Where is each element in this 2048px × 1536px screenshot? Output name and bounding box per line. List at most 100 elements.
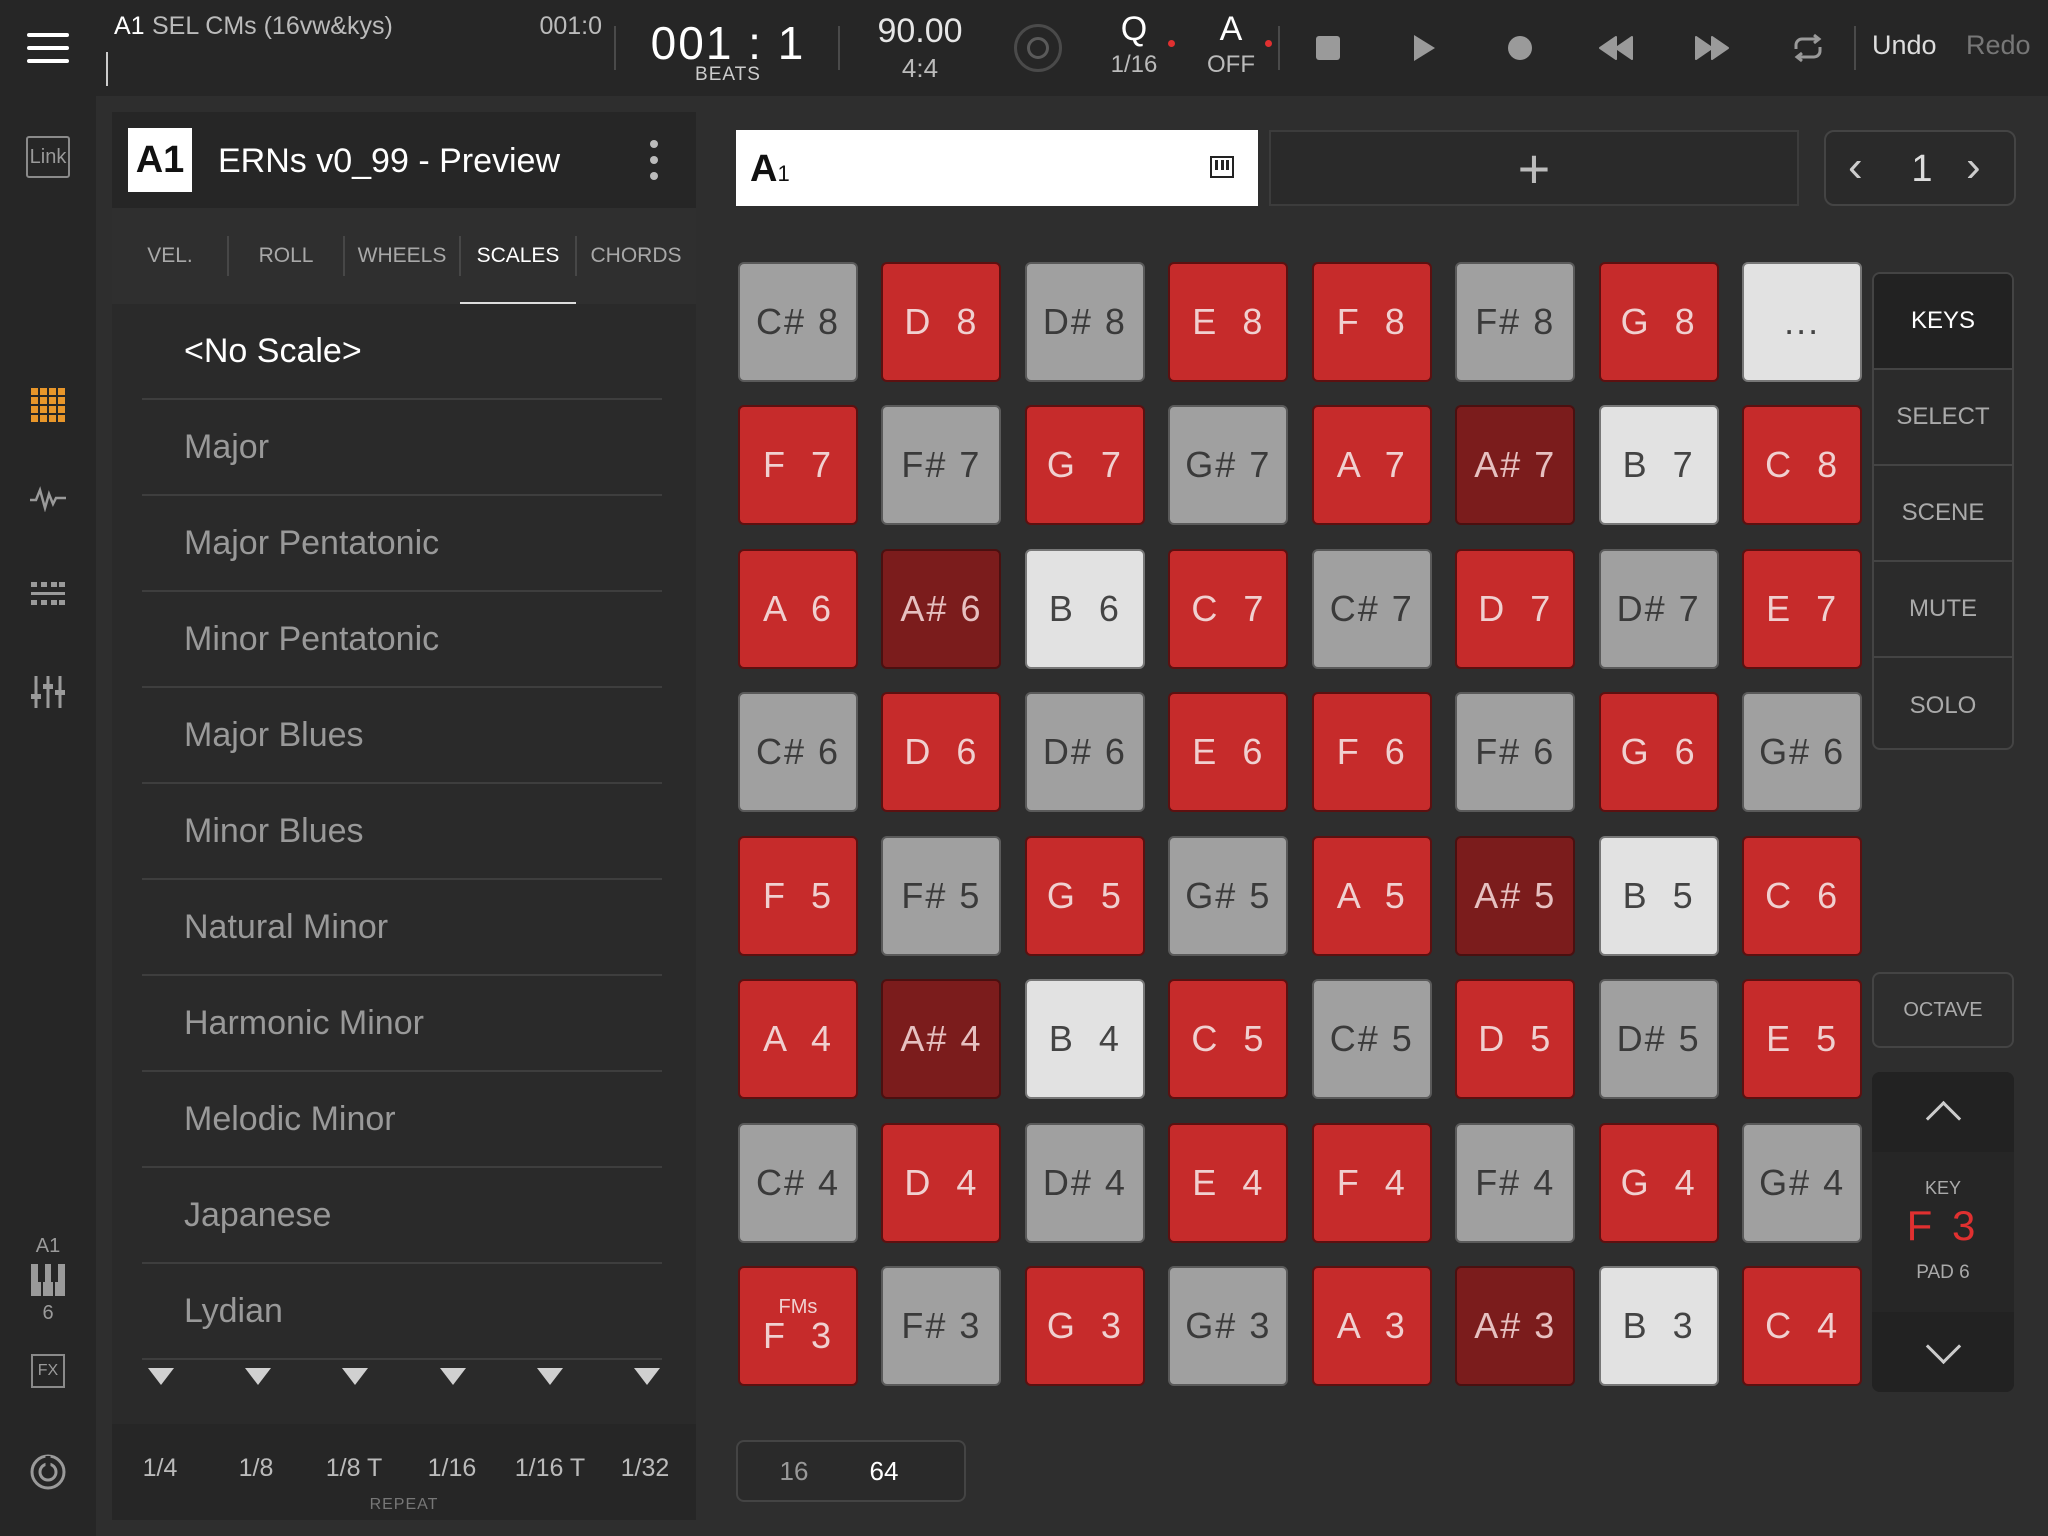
scale-item[interactable]: Minor Blues: [142, 784, 662, 880]
tab-roll[interactable]: ROLL: [258, 244, 314, 267]
pad[interactable]: C# 6: [738, 692, 858, 813]
repeat-1-8t[interactable]: 1/8 T: [325, 1454, 383, 1482]
pad[interactable]: C# 4: [738, 1122, 858, 1243]
pad[interactable]: B 3: [1598, 1266, 1719, 1387]
pad[interactable]: F 6: [1311, 692, 1432, 813]
fx-icon[interactable]: FX: [0, 1352, 96, 1390]
mode-select[interactable]: SELECT: [1874, 370, 2012, 466]
settings-icon[interactable]: [0, 1452, 96, 1492]
scale-item[interactable]: Major Pentatonic: [142, 496, 662, 592]
pad[interactable]: C 5: [1168, 979, 1289, 1100]
pad[interactable]: E 5: [1742, 979, 1863, 1100]
mode-solo[interactable]: SOLO: [1909, 692, 1977, 719]
octave-button[interactable]: OCTAVE: [1872, 972, 2014, 1048]
mode-mute[interactable]: MUTE: [1874, 562, 2012, 658]
page-16[interactable]: 16: [779, 1456, 809, 1486]
pad[interactable]: A 5: [1311, 835, 1432, 956]
pad[interactable]: A# 7: [1455, 405, 1576, 526]
stop-icon[interactable]: [1300, 24, 1356, 72]
track-info[interactable]: A1 SEL CMs (16vw&kys) 001:0: [106, 10, 602, 86]
repeat-1-4[interactable]: 1/4: [142, 1454, 178, 1482]
automation-button[interactable]: A OFF: [1196, 10, 1272, 79]
pad[interactable]: D 8: [881, 262, 1002, 382]
add-clip-button[interactable]: +: [1269, 130, 1799, 206]
pad[interactable]: ...: [1742, 262, 1863, 382]
pad[interactable]: A# 4: [881, 979, 1002, 1100]
pad[interactable]: G# 7: [1168, 405, 1289, 526]
tab-velocity[interactable]: VEL.: [147, 244, 193, 267]
tab-scales[interactable]: SCALES: [460, 208, 576, 304]
scale-item[interactable]: Major: [142, 400, 662, 496]
pad[interactable]: F 4: [1311, 1122, 1432, 1243]
fast-forward-icon[interactable]: [1684, 24, 1740, 72]
pad[interactable]: F# 8: [1455, 262, 1576, 382]
pad[interactable]: C 6: [1742, 835, 1863, 956]
pad[interactable]: F# 7: [881, 405, 1002, 526]
scale-item[interactable]: Japanese: [142, 1168, 662, 1264]
pad[interactable]: A 7: [1311, 405, 1432, 526]
pad[interactable]: G# 6: [1742, 692, 1863, 813]
pad[interactable]: D# 7: [1598, 548, 1719, 669]
pad[interactable]: D# 6: [1024, 692, 1145, 813]
pad[interactable]: A# 5: [1455, 835, 1576, 956]
tab-chords[interactable]: CHORDS: [590, 244, 682, 267]
chevron-left-icon[interactable]: ‹: [1848, 142, 1863, 191]
pad[interactable]: A# 6: [881, 548, 1002, 669]
play-icon[interactable]: [1396, 24, 1452, 72]
pad[interactable]: B 5: [1598, 835, 1719, 956]
pad[interactable]: D 5: [1455, 979, 1576, 1100]
pad[interactable]: C 8: [1742, 405, 1863, 526]
pad[interactable]: G 8: [1598, 262, 1719, 382]
rewind-icon[interactable]: [1588, 24, 1644, 72]
mode-keys[interactable]: KEYS: [1874, 274, 2012, 370]
scale-item[interactable]: Major Blues: [142, 688, 662, 784]
octave-up-button[interactable]: [1872, 1072, 2014, 1152]
scale-item[interactable]: Harmonic Minor: [142, 976, 662, 1072]
kebab-menu-icon[interactable]: [650, 140, 658, 180]
pad[interactable]: B 6: [1024, 548, 1145, 669]
scale-item[interactable]: Minor Pentatonic: [142, 592, 662, 688]
undo-button[interactable]: Undo: [1872, 30, 1937, 60]
pad[interactable]: D 4: [881, 1122, 1002, 1243]
preset-title[interactable]: ERNs v0_99 - Preview: [218, 142, 561, 180]
pad[interactable]: F# 3: [881, 1266, 1002, 1387]
tempo-display[interactable]: 90.00 4:4: [860, 12, 980, 84]
repeat-1-16[interactable]: 1/16: [427, 1454, 477, 1482]
pad[interactable]: G 5: [1024, 835, 1145, 956]
pad[interactable]: E 6: [1168, 692, 1289, 813]
scale-item[interactable]: <No Scale>: [142, 304, 662, 400]
pad[interactable]: G 7: [1024, 405, 1145, 526]
down-arrow-icon[interactable]: [148, 1368, 174, 1385]
tab-wheels[interactable]: WHEELS: [357, 244, 447, 267]
pad[interactable]: E 4: [1168, 1122, 1289, 1243]
pad[interactable]: G 6: [1598, 692, 1719, 813]
waveform-icon[interactable]: [0, 484, 96, 514]
repeat-1-32[interactable]: 1/32: [620, 1454, 670, 1482]
record-icon[interactable]: [1492, 24, 1548, 72]
pad[interactable]: F# 5: [881, 835, 1002, 956]
pad[interactable]: A 4: [738, 979, 858, 1100]
pad[interactable]: G# 4: [1742, 1122, 1863, 1243]
pad[interactable]: B 7: [1598, 405, 1719, 526]
redo-button[interactable]: Redo: [1966, 30, 2031, 60]
down-arrow-icon[interactable]: [245, 1368, 272, 1385]
scale-item[interactable]: Melodic Minor: [142, 1072, 662, 1168]
pad[interactable]: A 3: [1311, 1266, 1432, 1387]
octave-down-button[interactable]: [1872, 1312, 2014, 1392]
pad[interactable]: C 4: [1742, 1266, 1863, 1387]
sequencer-icon[interactable]: [0, 580, 96, 610]
down-arrow-icon[interactable]: [439, 1368, 466, 1385]
down-arrow-icon[interactable]: [342, 1368, 369, 1385]
pad[interactable]: F 7: [738, 405, 858, 526]
pad[interactable]: G# 5: [1168, 835, 1289, 956]
pad-grid-icon[interactable]: [0, 388, 96, 422]
pad[interactable]: C# 7: [1311, 548, 1432, 669]
loop-icon[interactable]: [1780, 24, 1836, 72]
pad[interactable]: B 4: [1024, 979, 1145, 1100]
pad[interactable]: F 8: [1311, 262, 1432, 382]
pad[interactable]: D# 8: [1024, 262, 1145, 382]
song-counter[interactable]: 001 : 1 BEATS: [628, 16, 828, 86]
pad[interactable]: G 3: [1024, 1266, 1145, 1387]
pad[interactable]: C 7: [1168, 548, 1289, 669]
pad[interactable]: F# 4: [1455, 1122, 1576, 1243]
